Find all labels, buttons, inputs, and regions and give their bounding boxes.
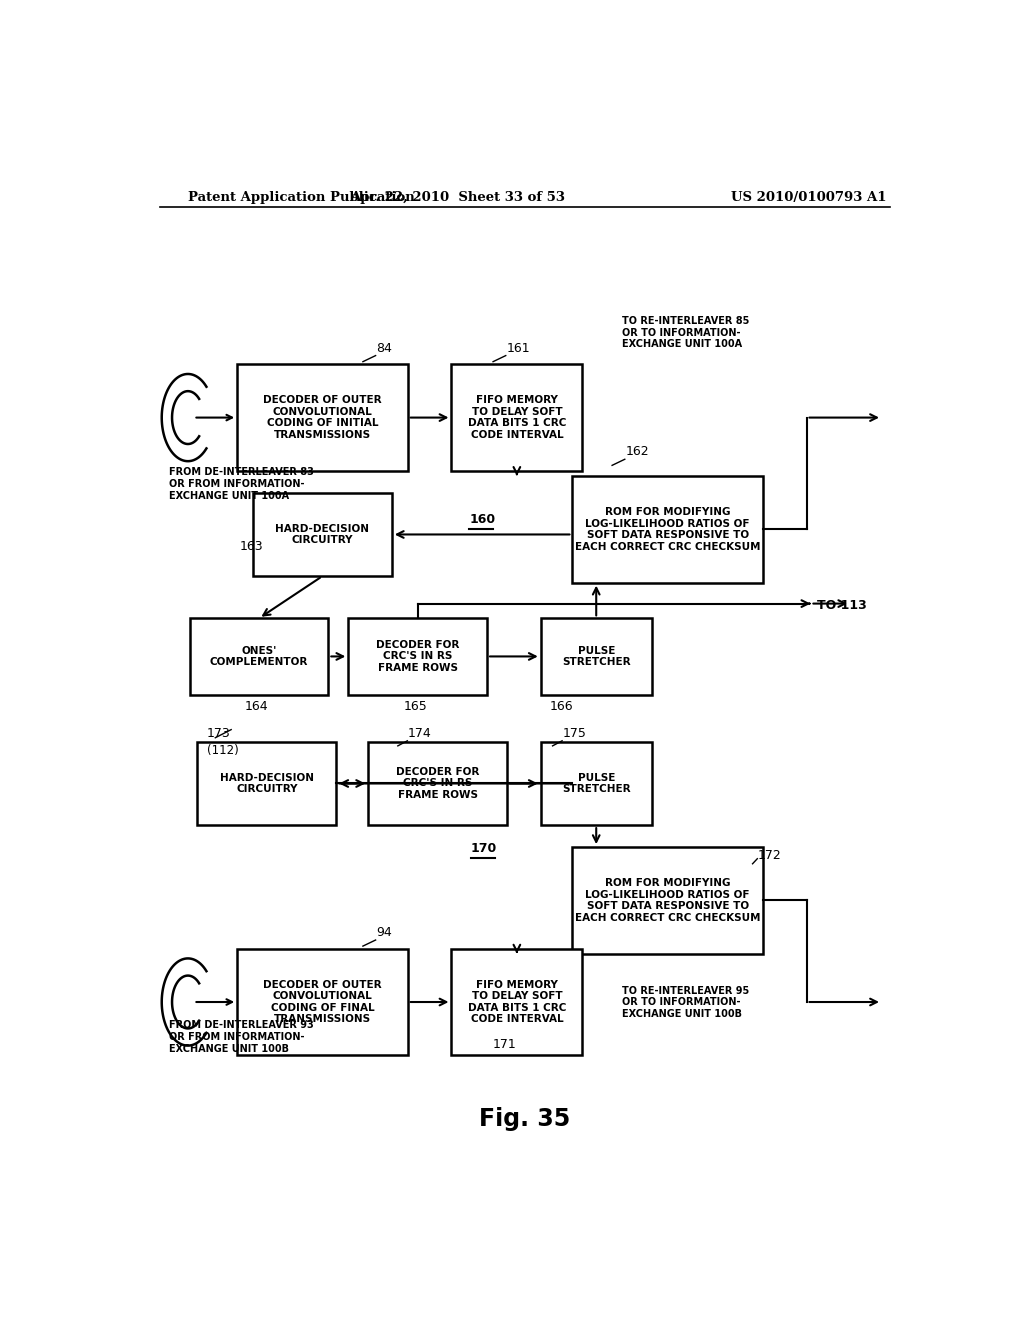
Text: HARD-DECISION
CIRCUITRY: HARD-DECISION CIRCUITRY	[220, 772, 314, 795]
Text: 170: 170	[471, 842, 497, 854]
Bar	[253, 492, 392, 576]
Text: FROM DE-INTERLEAVER 93
OR FROM INFORMATION-
EXCHANGE UNIT 100B: FROM DE-INTERLEAVER 93 OR FROM INFORMATI…	[169, 1020, 314, 1053]
Text: FIFO MEMORY
TO DELAY SOFT
DATA BITS 1 CRC
CODE INTERVAL: FIFO MEMORY TO DELAY SOFT DATA BITS 1 CR…	[468, 979, 566, 1024]
Text: HARD-DECISION
CIRCUITRY: HARD-DECISION CIRCUITRY	[275, 524, 370, 545]
Text: ROM FOR MODIFYING
LOG-LIKELIHOOD RATIOS OF
SOFT DATA RESPONSIVE TO
EACH CORRECT : ROM FOR MODIFYING LOG-LIKELIHOOD RATIOS …	[574, 507, 761, 552]
Text: Apr. 22, 2010  Sheet 33 of 53: Apr. 22, 2010 Sheet 33 of 53	[350, 190, 565, 203]
Text: Patent Application Publication: Patent Application Publication	[187, 190, 415, 203]
Bar	[572, 847, 763, 954]
Text: 160: 160	[469, 513, 496, 527]
Text: 173: 173	[207, 727, 230, 739]
Text: ROM FOR MODIFYING
LOG-LIKELIHOOD RATIOS OF
SOFT DATA RESPONSIVE TO
EACH CORRECT : ROM FOR MODIFYING LOG-LIKELIHOOD RATIOS …	[574, 878, 761, 923]
Text: 164: 164	[245, 700, 268, 713]
Text: TO 113: TO 113	[817, 599, 866, 612]
Text: PULSE
STRETCHER: PULSE STRETCHER	[562, 645, 631, 667]
Text: 94: 94	[377, 927, 392, 939]
Bar	[368, 742, 507, 825]
Bar	[198, 742, 336, 825]
Text: 163: 163	[240, 540, 263, 553]
Text: 165: 165	[403, 700, 427, 713]
Text: FROM DE-INTERLEAVER 83
OR FROM INFORMATION-
EXCHANGE UNIT 100A: FROM DE-INTERLEAVER 83 OR FROM INFORMATI…	[169, 467, 314, 500]
Bar	[348, 618, 487, 694]
Bar	[452, 364, 583, 471]
Text: DECODER FOR
CRC'S IN RS
FRAME ROWS: DECODER FOR CRC'S IN RS FRAME ROWS	[376, 640, 460, 673]
Bar	[238, 364, 408, 471]
Text: 175: 175	[563, 727, 587, 739]
Text: TO RE-INTERLEAVER 85
OR TO INFORMATION-
EXCHANGE UNIT 100A: TO RE-INTERLEAVER 85 OR TO INFORMATION- …	[622, 317, 749, 350]
Bar	[189, 618, 329, 694]
Text: TO RE-INTERLEAVER 95
OR TO INFORMATION-
EXCHANGE UNIT 100B: TO RE-INTERLEAVER 95 OR TO INFORMATION- …	[622, 986, 749, 1019]
Text: US 2010/0100793 A1: US 2010/0100793 A1	[731, 190, 887, 203]
Text: 161: 161	[507, 342, 530, 355]
Bar	[541, 618, 652, 694]
Text: 174: 174	[409, 727, 432, 739]
Text: 162: 162	[626, 445, 649, 458]
Text: PULSE
STRETCHER: PULSE STRETCHER	[562, 772, 631, 795]
Text: DECODER FOR
CRC'S IN RS
FRAME ROWS: DECODER FOR CRC'S IN RS FRAME ROWS	[396, 767, 479, 800]
Text: DECODER OF OUTER
CONVOLUTIONAL
CODING OF INITIAL
TRANSMISSIONS: DECODER OF OUTER CONVOLUTIONAL CODING OF…	[263, 395, 382, 440]
Text: FIFO MEMORY
TO DELAY SOFT
DATA BITS 1 CRC
CODE INTERVAL: FIFO MEMORY TO DELAY SOFT DATA BITS 1 CR…	[468, 395, 566, 440]
Bar	[452, 949, 583, 1056]
Bar	[238, 949, 408, 1056]
Bar	[572, 477, 763, 582]
Text: Fig. 35: Fig. 35	[479, 1107, 570, 1131]
Text: ONES'
COMPLEMENTOR: ONES' COMPLEMENTOR	[210, 645, 308, 667]
Text: 172: 172	[758, 849, 781, 862]
Text: DECODER OF OUTER
CONVOLUTIONAL
CODING OF FINAL
TRANSMISSIONS: DECODER OF OUTER CONVOLUTIONAL CODING OF…	[263, 979, 382, 1024]
Text: (112): (112)	[207, 744, 239, 756]
Text: 171: 171	[494, 1038, 517, 1051]
Text: 84: 84	[377, 342, 392, 355]
Text: 166: 166	[550, 700, 573, 713]
Bar	[541, 742, 652, 825]
